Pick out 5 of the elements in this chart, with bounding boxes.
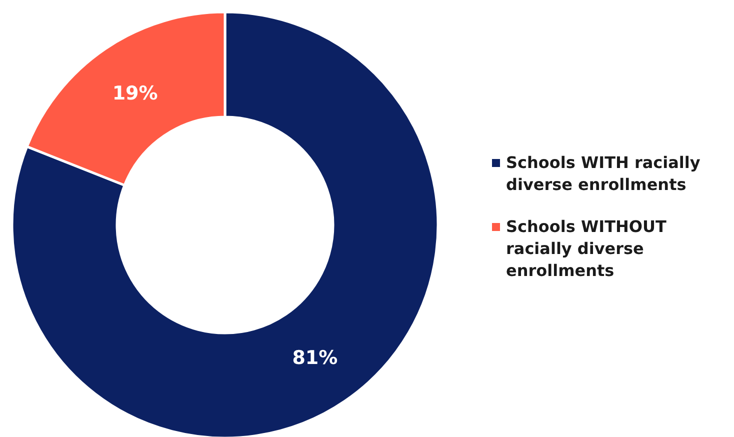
data-label: 81%	[292, 346, 338, 369]
legend-label: Schools WITH racially diverse enrollments	[506, 153, 701, 194]
data-label: 19%	[112, 82, 158, 104]
legend-label: Schools WITHOUT racially diverse enrollments	[506, 217, 666, 280]
donut-slice	[10, 10, 440, 437]
